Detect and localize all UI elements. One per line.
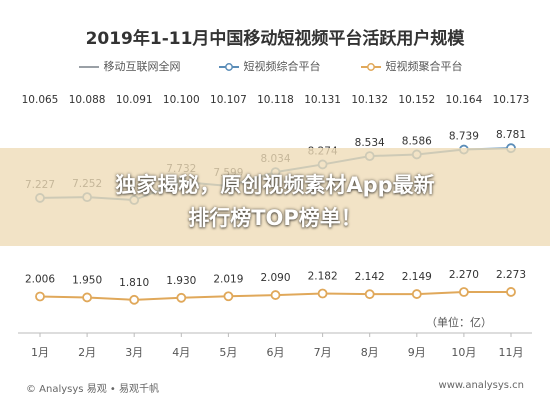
data-point <box>458 287 469 297</box>
data-label: 10.132 <box>351 94 388 106</box>
data-label: 10.065 <box>22 94 59 106</box>
footer-brand: © Analysys 易观 • 易观千帆 <box>26 384 159 395</box>
data-point <box>411 289 422 299</box>
x-tick-label: 9月 <box>408 346 426 359</box>
legend-item-series-3: 短视频聚合平台 <box>360 58 463 74</box>
data-label: 10.107 <box>210 94 247 106</box>
data-label: 2.182 <box>308 271 338 283</box>
data-label: 10.131 <box>304 94 341 106</box>
promo-banner-overlay: 独家揭秘，原创视频素材App最新 排行榜TOP榜单！ <box>0 148 550 246</box>
data-point <box>82 292 92 303</box>
data-label: 2.273 <box>496 269 526 281</box>
x-tick-label: 1月 <box>31 346 49 359</box>
legend: 移动互联网全网 短视频综合平台 短视频聚合平台 <box>0 58 550 74</box>
promo-banner-line-1: 独家揭秘，原创视频素材App最新 <box>115 173 435 197</box>
chart-title: 2019年1-11月中国移动短视频平台活跃用户规模 <box>85 29 465 49</box>
legend-label: 短视频综合平台 <box>243 60 321 73</box>
data-label: 10.164 <box>446 94 483 106</box>
data-label: 10.152 <box>398 94 435 106</box>
data-label: 8.534 <box>355 137 385 149</box>
data-point <box>270 290 281 300</box>
data-point <box>129 294 140 305</box>
footer: © Analysys 易观 • 易观千帆 www.analysys.cn <box>0 377 550 397</box>
data-label: 10.173 <box>493 94 530 106</box>
x-tick-label: 10月 <box>451 346 476 359</box>
data-label: 2.006 <box>25 273 55 285</box>
x-tick-label: 5月 <box>219 346 237 359</box>
data-point <box>35 291 45 302</box>
x-tick-label: 4月 <box>172 346 190 359</box>
data-label: 8.586 <box>402 135 432 147</box>
x-tick-label: 2月 <box>78 346 96 359</box>
data-label: 1.810 <box>119 277 149 289</box>
data-label: 2.270 <box>449 269 479 281</box>
x-tick-label: 11月 <box>499 346 524 359</box>
data-label: 10.100 <box>163 94 200 106</box>
data-label: 10.091 <box>116 94 153 106</box>
x-tick-label: 3月 <box>125 346 143 359</box>
data-label: 2.149 <box>402 271 432 283</box>
data-label: 8.781 <box>496 129 526 141</box>
data-label: 2.142 <box>355 271 385 283</box>
x-tick-label: 6月 <box>267 346 285 359</box>
data-label: 1.930 <box>166 275 196 287</box>
legend-item-series-1: 移动互联网全网 <box>78 58 181 74</box>
promo-banner-line-2: 排行榜TOP榜单！ <box>188 206 362 230</box>
data-label: 2.090 <box>260 272 290 284</box>
footer-url: www.analysys.cn <box>438 380 524 391</box>
data-label: 8.739 <box>449 131 479 143</box>
data-label: 10.118 <box>257 94 294 106</box>
data-label: 10.088 <box>69 94 106 106</box>
data-label: 2.019 <box>213 273 243 285</box>
legend-item-series-2: 短视频综合平台 <box>218 58 321 74</box>
unit-label: （单位：亿） <box>426 316 492 329</box>
legend-label: 短视频聚合平台 <box>385 60 463 73</box>
data-point <box>506 287 516 297</box>
x-tick-label: 8月 <box>361 346 379 359</box>
data-point <box>223 291 234 302</box>
data-label: 1.950 <box>72 274 102 286</box>
data-point <box>176 292 187 303</box>
data-point <box>364 289 375 300</box>
data-point <box>317 288 328 299</box>
x-tick-label: 7月 <box>314 346 332 359</box>
legend-label: 移动互联网全网 <box>103 60 181 73</box>
